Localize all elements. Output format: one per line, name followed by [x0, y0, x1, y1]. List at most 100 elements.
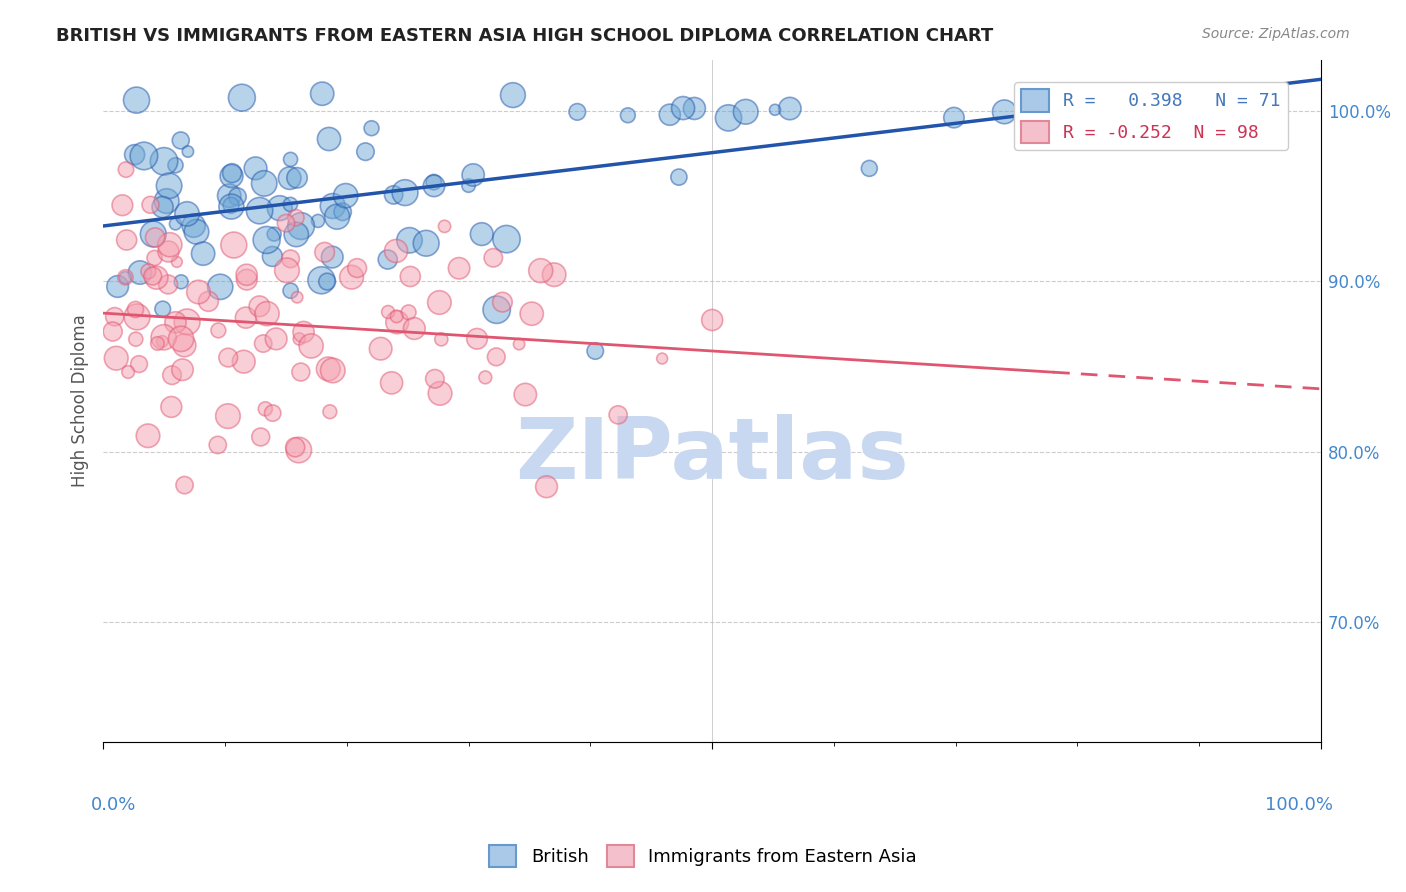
Point — [105, 351, 128, 366]
Point — [651, 351, 673, 366]
Point — [321, 250, 343, 264]
Point — [115, 233, 138, 247]
Point — [474, 370, 496, 384]
Point — [430, 332, 453, 346]
Point — [146, 336, 169, 351]
Point — [117, 365, 139, 379]
Point — [177, 145, 200, 159]
Point — [256, 233, 278, 247]
Point — [465, 332, 488, 346]
Point — [176, 315, 198, 329]
Text: 100.0%: 100.0% — [1265, 797, 1333, 814]
Point — [143, 251, 166, 265]
Point — [491, 295, 513, 310]
Point — [340, 270, 363, 285]
Point — [269, 201, 291, 215]
Point — [274, 216, 297, 230]
Point — [218, 188, 240, 202]
Point — [221, 169, 243, 183]
Point — [176, 207, 198, 221]
Point — [232, 354, 254, 368]
Point — [485, 350, 508, 364]
Point — [322, 363, 344, 377]
Point — [165, 158, 187, 172]
Point — [183, 219, 205, 233]
Point — [253, 177, 276, 191]
Point — [280, 197, 302, 211]
Point — [314, 245, 336, 260]
Point — [508, 337, 530, 351]
Point — [668, 170, 690, 185]
Point — [284, 211, 307, 225]
Point — [124, 147, 146, 161]
Point — [159, 237, 181, 252]
Point — [335, 188, 357, 202]
Point — [235, 268, 257, 282]
Point — [316, 362, 339, 376]
Point — [170, 133, 193, 147]
Point — [290, 219, 312, 233]
Point — [485, 302, 508, 317]
Point — [104, 310, 127, 324]
Point — [107, 279, 129, 293]
Point — [377, 305, 399, 319]
Point — [285, 290, 308, 304]
Point — [262, 406, 284, 420]
Point — [157, 244, 180, 259]
Point — [399, 269, 422, 284]
Point — [658, 108, 681, 122]
Point — [125, 93, 148, 107]
Point — [142, 227, 165, 241]
Point — [520, 307, 543, 321]
Point — [423, 372, 446, 386]
Point — [284, 440, 307, 454]
Point — [280, 284, 302, 298]
Point — [221, 166, 243, 180]
Point — [156, 194, 179, 208]
Point — [423, 178, 446, 193]
Point — [231, 91, 253, 105]
Point — [128, 357, 150, 371]
Point — [111, 198, 134, 212]
Point — [463, 168, 485, 182]
Point — [153, 154, 176, 169]
Point — [276, 263, 298, 277]
Point — [299, 339, 322, 353]
Point — [495, 232, 517, 246]
Point — [423, 175, 446, 189]
Point — [285, 227, 308, 242]
Point — [280, 153, 302, 167]
Point — [370, 342, 392, 356]
Point — [124, 302, 146, 317]
Point — [226, 190, 249, 204]
Text: ZIPatlas: ZIPatlas — [515, 414, 908, 497]
Point — [157, 178, 180, 193]
Point — [254, 401, 277, 416]
Point — [482, 251, 505, 265]
Point — [207, 323, 229, 337]
Point — [217, 409, 239, 423]
Point — [186, 225, 208, 239]
Point — [346, 261, 368, 276]
Point — [288, 332, 311, 346]
Point — [160, 368, 183, 383]
Point — [152, 200, 174, 214]
Point — [221, 200, 243, 214]
Point — [132, 149, 155, 163]
Point — [235, 310, 257, 325]
Point — [398, 233, 420, 247]
Point — [360, 121, 382, 136]
Point — [172, 362, 194, 376]
Text: 0.0%: 0.0% — [91, 797, 136, 814]
Point — [187, 285, 209, 299]
Point — [125, 310, 148, 324]
Point — [170, 275, 193, 289]
Point — [290, 365, 312, 379]
Point — [858, 161, 880, 176]
Point — [449, 261, 471, 276]
Point — [318, 132, 340, 146]
Point — [249, 299, 271, 313]
Point — [316, 275, 339, 289]
Point — [607, 408, 630, 422]
Point — [114, 270, 136, 285]
